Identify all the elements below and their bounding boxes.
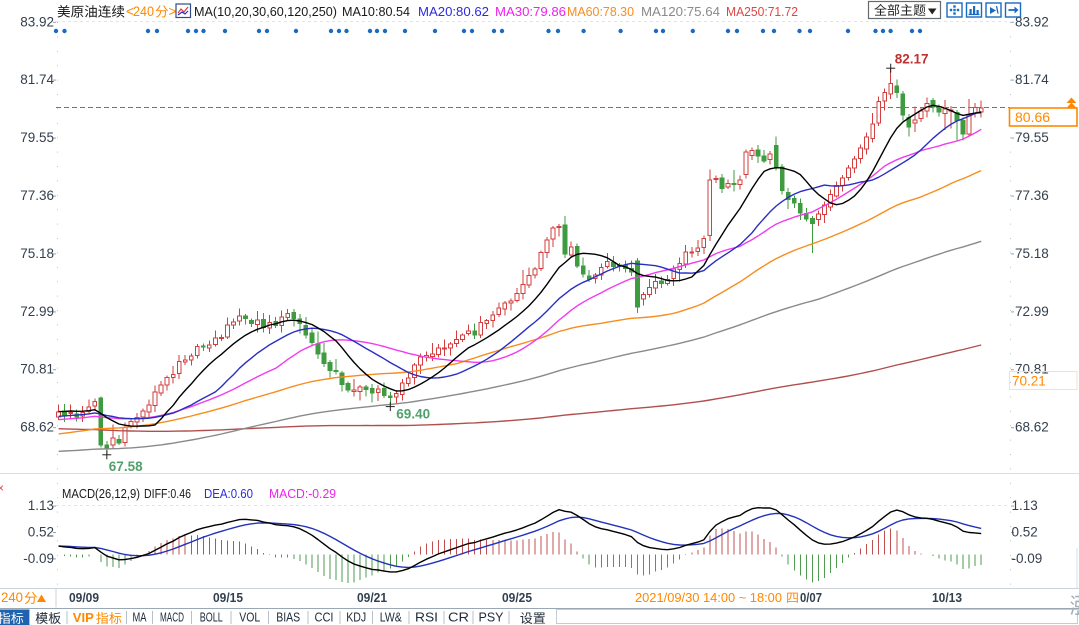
svg-text:70.81: 70.81 [20,362,54,377]
svg-text:79.55: 79.55 [20,130,54,145]
svg-text:KDJ: KDJ [346,610,366,625]
svg-text:MA120:75.64: MA120:75.64 [641,4,720,19]
svg-text:81.74: 81.74 [20,72,54,87]
svg-text:77.36: 77.36 [1015,188,1049,203]
svg-text:1.13: 1.13 [1012,498,1038,513]
svg-text:DEA:0.60: DEA:0.60 [204,486,253,501]
svg-text:BIAS: BIAS [276,610,300,625]
svg-text:MACD:-0.29: MACD:-0.29 [269,486,336,501]
svg-text:68.62: 68.62 [20,420,54,435]
svg-text:MA: MA [133,610,147,625]
svg-text:2021/09/30 14:00 ~ 18:00: 2021/09/30 14:00 ~ 18:00 [635,590,782,605]
svg-text:09/15: 09/15 [213,590,243,605]
svg-text:09/25: 09/25 [502,590,532,605]
svg-text:MA60:78.30: MA60:78.30 [567,4,634,19]
svg-text:80.66: 80.66 [1015,109,1050,125]
svg-text:81.74: 81.74 [1015,72,1049,87]
svg-text:77.36: 77.36 [20,188,54,203]
svg-text:1.13: 1.13 [28,498,54,513]
svg-text:240: 240 [1,590,23,605]
svg-text:PSY: PSY [479,610,504,625]
svg-text:MA30:79.86: MA30:79.86 [495,4,566,19]
svg-text:83.92: 83.92 [20,14,54,29]
svg-text:CCI: CCI [315,610,334,625]
svg-text:DIFF:0.46: DIFF:0.46 [144,486,191,501]
svg-text:69.40: 69.40 [396,407,430,422]
svg-text:LW&: LW& [380,610,402,625]
svg-text:MA(10,20,30,60,120,250): MA(10,20,30,60,120,250) [194,4,337,19]
svg-text:>: > [169,4,177,19]
svg-text:83.92: 83.92 [1015,14,1049,29]
svg-text:68.62: 68.62 [1015,420,1049,435]
svg-text:-0.09: -0.09 [1012,551,1043,566]
svg-text:MA10:80.54: MA10:80.54 [342,4,410,19]
svg-text:BOLL: BOLL [200,610,223,625]
svg-text:MA250:71.72: MA250:71.72 [726,4,798,19]
svg-text:09/09: 09/09 [69,590,99,605]
svg-text:MA20:80.62: MA20:80.62 [418,4,489,19]
svg-text:70.81: 70.81 [1015,362,1049,377]
svg-text:70.21: 70.21 [1012,374,1046,389]
svg-text:VIP: VIP [73,610,94,625]
svg-text:<: < [126,4,134,19]
svg-text:240: 240 [133,4,154,19]
svg-text:09/21: 09/21 [357,590,387,605]
svg-text:82.17: 82.17 [895,52,929,67]
svg-text:67.58: 67.58 [109,459,143,474]
svg-text:MACD(26,12,9): MACD(26,12,9) [62,486,140,501]
svg-text:MACD: MACD [160,610,184,625]
svg-text:72.99: 72.99 [1015,304,1049,319]
svg-text:VOL: VOL [239,610,260,625]
svg-text:0.52: 0.52 [28,525,54,540]
svg-text:0.52: 0.52 [1012,525,1038,540]
svg-text:0/07: 0/07 [800,590,822,605]
svg-text:72.99: 72.99 [20,304,54,319]
svg-text:RSI: RSI [415,610,438,625]
svg-text:75.18: 75.18 [1015,246,1049,261]
svg-text:10/13: 10/13 [932,590,962,605]
svg-text:×: × [0,481,4,495]
svg-text:-0.09: -0.09 [23,551,54,566]
svg-text:75.18: 75.18 [20,246,54,261]
svg-text:CR: CR [448,610,469,625]
svg-text:79.55: 79.55 [1015,130,1049,145]
